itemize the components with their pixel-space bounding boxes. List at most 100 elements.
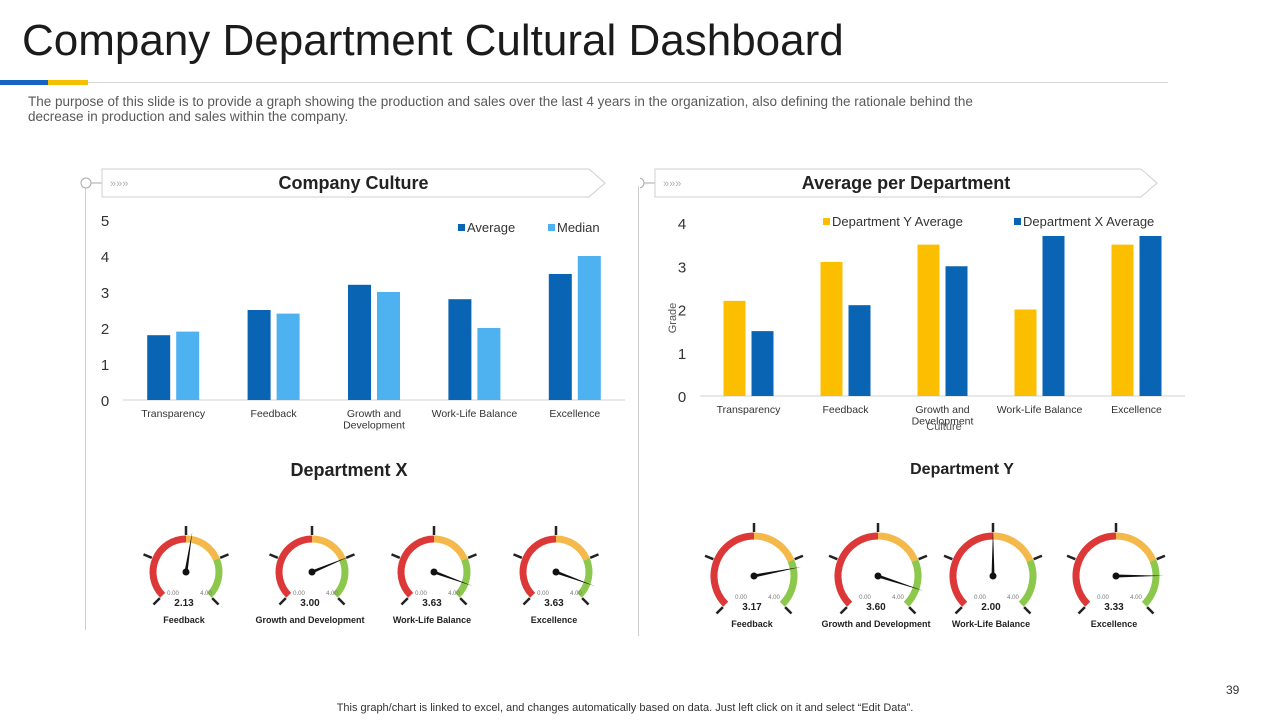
gauge-band-orange bbox=[877, 532, 919, 563]
department-gauges: Department X Department Y 0.00 4.00 2.13 Feed… bbox=[143, 460, 1166, 629]
bar-department-y-average-growth-and-development bbox=[917, 244, 940, 396]
gauge-tick bbox=[1066, 554, 1076, 561]
y-tick-label: 3 bbox=[101, 285, 109, 302]
gauge-tick bbox=[143, 553, 153, 559]
gauge-max-label: 4.00 bbox=[326, 591, 338, 597]
bar-average-work-life-balance bbox=[448, 299, 472, 400]
bar-department-x-average-excellence bbox=[1139, 235, 1162, 396]
gauge-tick bbox=[1077, 606, 1086, 615]
gauge-tick bbox=[467, 553, 477, 559]
gauge-tick bbox=[704, 554, 714, 561]
gauge-tick bbox=[918, 554, 928, 561]
gauge-hub bbox=[750, 572, 758, 580]
x-tick-label: Work-Life Balance bbox=[432, 408, 518, 420]
left-panel-divider bbox=[85, 186, 86, 630]
y-tick-label: 1 bbox=[678, 346, 686, 363]
gauge-max-label: 4.00 bbox=[892, 595, 904, 601]
bar-median-transparency bbox=[176, 331, 200, 400]
gauge-tick bbox=[278, 597, 287, 606]
x-tick-label: Transparency bbox=[141, 408, 206, 420]
gauge-band-red bbox=[149, 535, 187, 598]
gauge-band-red bbox=[397, 535, 435, 598]
x-tick-label: Feedback bbox=[822, 404, 869, 416]
gauge-band-orange bbox=[433, 535, 468, 561]
x-tick-label: Work-Life Balance bbox=[997, 404, 1083, 416]
gauge-label: Work-Life Balance bbox=[952, 619, 1030, 629]
gauge-band-red bbox=[834, 532, 879, 607]
x-axis-title: Culture bbox=[926, 421, 961, 433]
legend-swatch bbox=[823, 218, 830, 225]
gauge-value: 3.63 bbox=[544, 598, 564, 609]
gauge-band-green bbox=[1018, 559, 1037, 607]
gauge-max-label: 4.00 bbox=[1130, 595, 1142, 601]
gauge-tick bbox=[839, 606, 848, 615]
center-panel-divider bbox=[638, 186, 639, 636]
y-axis-title: Grade bbox=[667, 303, 679, 334]
gauge-band-orange bbox=[753, 532, 795, 563]
bar-department-y-average-excellence bbox=[1111, 244, 1134, 396]
gauge-tick bbox=[152, 597, 161, 606]
gauge-tick bbox=[513, 553, 523, 559]
gauge-needle bbox=[753, 566, 802, 578]
y-tick-label: 4 bbox=[101, 249, 109, 266]
company-culture-chart: »»» Company Culture 0 1 2 3 4 5 Transparency Feed… bbox=[80, 168, 625, 432]
gauge-hub bbox=[552, 568, 560, 576]
bar-department-y-average-work-life-balance bbox=[1014, 309, 1037, 396]
gauge-max-label: 4.00 bbox=[1007, 595, 1019, 601]
bar-department-y-average-transparency bbox=[723, 300, 746, 396]
y-tick-label: 0 bbox=[678, 389, 686, 406]
chart-title: Average per Department bbox=[802, 173, 1010, 193]
gauge-hub bbox=[874, 572, 882, 580]
gauge-band-green bbox=[1141, 559, 1160, 607]
gauge-band-green bbox=[576, 558, 593, 598]
gauge-tick bbox=[1146, 606, 1155, 615]
gauge-label: Work-Life Balance bbox=[393, 615, 471, 625]
gauge-band-green bbox=[779, 559, 798, 607]
gauge-tick bbox=[459, 597, 468, 606]
legend-swatch bbox=[548, 224, 555, 231]
gauge-min-label: 0.00 bbox=[293, 591, 305, 597]
title-underline bbox=[88, 82, 1168, 83]
gauge-label: Feedback bbox=[163, 615, 206, 625]
banner-circle-icon bbox=[80, 177, 92, 189]
gauge-band-orange bbox=[311, 535, 346, 561]
gauge-tick bbox=[522, 597, 531, 606]
gauge-hub bbox=[430, 568, 438, 576]
x-tick-label: Growth and Development bbox=[343, 408, 405, 432]
gauge-tick bbox=[219, 553, 229, 559]
gauge-tick bbox=[954, 606, 963, 615]
gauge-tick bbox=[1023, 606, 1032, 615]
banner-circle-icon bbox=[640, 177, 645, 189]
gauge-tick bbox=[908, 606, 917, 615]
legend-label: Department Y Average bbox=[832, 214, 963, 229]
gauge-tick bbox=[391, 553, 401, 559]
gauge-value: 2.00 bbox=[981, 602, 1001, 613]
page-number: 39 bbox=[1226, 683, 1240, 697]
y-tick-label: 1 bbox=[101, 357, 109, 374]
gauge-band-orange bbox=[555, 535, 590, 561]
y-tick-label: 2 bbox=[678, 303, 686, 320]
gauge-label: Growth and Development bbox=[255, 615, 364, 625]
y-tick-label: 3 bbox=[678, 259, 686, 276]
gauge-max-label: 4.00 bbox=[200, 591, 212, 597]
footer-note: This graph/chart is linked to excel, and… bbox=[336, 702, 914, 714]
legend-swatch bbox=[458, 224, 465, 231]
bar-median-excellence bbox=[577, 256, 601, 400]
gauge-tick bbox=[794, 554, 804, 561]
gauge-tick bbox=[784, 606, 793, 615]
gauge-value: 3.00 bbox=[300, 598, 320, 609]
gauge-tick bbox=[211, 597, 220, 606]
gauge-band-green bbox=[454, 558, 471, 598]
gauge-tick bbox=[1156, 554, 1166, 561]
gauge-value: 2.13 bbox=[174, 598, 194, 609]
department-x-title: Department X bbox=[290, 460, 407, 480]
chart-title: Company Culture bbox=[278, 173, 428, 193]
gauge-band-orange bbox=[992, 532, 1034, 563]
gauge-max-label: 4.00 bbox=[768, 595, 780, 601]
gauge-needle bbox=[433, 570, 473, 587]
gauge-value: 3.60 bbox=[866, 602, 886, 613]
gauge-min-label: 0.00 bbox=[735, 595, 747, 601]
title-accent-blue bbox=[0, 80, 48, 85]
gauge-min-label: 0.00 bbox=[167, 591, 179, 597]
gauge-band-red bbox=[710, 532, 755, 607]
